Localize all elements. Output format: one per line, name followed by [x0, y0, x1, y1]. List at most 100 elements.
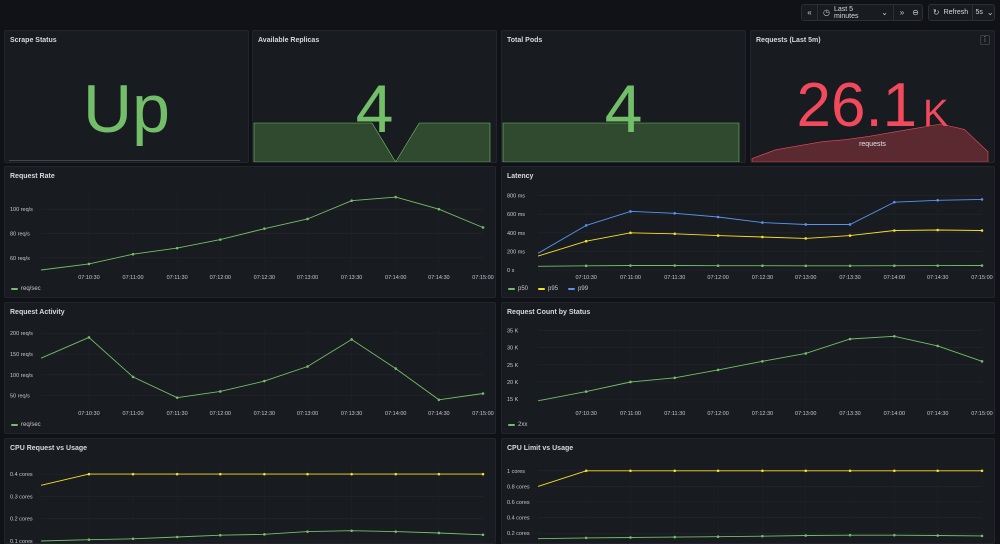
data-point — [481, 472, 485, 476]
data-point — [584, 536, 588, 540]
y-tick-label: 200 ms — [507, 249, 525, 255]
x-tick-label: 07:12:30 — [254, 411, 275, 417]
data-point — [131, 252, 135, 256]
data-point — [175, 396, 179, 399]
data-point — [936, 344, 939, 348]
panel-cpu-request-vs-usage[interactable]: CPU Request vs Usage 0.1 cores 0.2 cores 0.… — [4, 438, 496, 544]
refresh-button[interactable]: ↻ Refresh — [929, 5, 973, 20]
x-tick-label: 07:11:00 — [123, 275, 144, 281]
data-point — [980, 469, 984, 473]
data-point — [629, 264, 632, 267]
panel-title: Scrape Status — [10, 37, 57, 44]
panel-title: Request Activity — [10, 309, 65, 316]
data-point — [481, 226, 485, 229]
x-tick-label: 07:15:00 — [472, 411, 493, 417]
legend-item-p95[interactable]: p95 — [538, 286, 558, 292]
chevron-down-icon: ⌄ — [986, 7, 994, 17]
data-point — [87, 472, 91, 476]
zoom-out-icon: ⊖ — [912, 7, 919, 17]
data-point — [848, 533, 852, 537]
x-tick-label: 07:10:30 — [575, 411, 596, 417]
x-tick-label: 07:12:00 — [210, 275, 231, 281]
series-line-p99 — [537, 198, 983, 254]
data-point — [848, 223, 852, 226]
panel-title: Request Count by Status — [507, 309, 591, 316]
panel-scrape-status[interactable]: Scrape Status Up — [4, 30, 249, 163]
pods-sparkline — [502, 122, 740, 162]
y-tick-label: 800 ms — [507, 194, 525, 200]
refresh-interval-picker[interactable]: 5s ⌄ — [973, 5, 996, 20]
zoom-out-button[interactable]: ⊖ — [908, 4, 923, 21]
data-point — [761, 469, 764, 473]
legend-label: p95 — [548, 286, 559, 292]
y-tick-label: 0.4 cores — [10, 472, 33, 478]
panel-latency[interactable]: Latency 0 s 200 ms 400 ms 600 ms 800 ms 07:10:… — [501, 166, 995, 298]
data-point — [761, 264, 764, 268]
data-point — [629, 380, 632, 384]
x-tick-label: 07:11:30 — [167, 411, 188, 417]
data-point — [218, 533, 222, 537]
data-point — [673, 469, 677, 473]
y-tick-label: 400 ms — [507, 231, 525, 237]
data-point — [394, 367, 398, 370]
y-tick-label: 150 req/s — [10, 352, 33, 358]
data-point — [804, 534, 808, 537]
x-tick-label: 07:13:30 — [839, 275, 860, 281]
data-point — [437, 472, 441, 476]
legend-item-req/sec[interactable]: req/sec — [11, 286, 41, 292]
legend-item-p99[interactable]: p99 — [568, 286, 588, 292]
chart-plot: 0.2 cores 0.4 cores 0.6 cores 0.8 cores 1 co… — [507, 463, 984, 541]
y-tick-label: 0.1 cores — [10, 539, 33, 544]
panel-menu-button[interactable]: ⋮ — [980, 35, 990, 45]
data-point — [350, 529, 353, 533]
panel-requests-last-5m[interactable]: Requests (Last 5m) ⋮ 26.1 K requests — [750, 30, 995, 163]
data-point — [804, 237, 808, 240]
data-point — [980, 264, 984, 267]
data-point — [848, 234, 852, 237]
x-tick-label: 07:11:00 — [620, 411, 641, 417]
panel-title: Requests (Last 5m) — [756, 37, 821, 44]
available-replicas-value: 4 — [355, 71, 394, 147]
x-tick-label: 07:11:00 — [123, 411, 144, 417]
x-tick-label: 07:14:00 — [385, 411, 406, 417]
x-tick-label: 07:13:30 — [341, 275, 362, 281]
shift-forward-button[interactable]: » — [894, 5, 910, 20]
legend-item-p50[interactable]: p50 — [508, 286, 528, 292]
x-tick-label: 07:13:00 — [795, 411, 816, 417]
panel-cpu-limit-vs-usage[interactable]: CPU Limit vs Usage 0.2 cores 0.4 cores 0.6 … — [501, 438, 995, 544]
chevron-down-icon: ⌄ — [881, 7, 888, 17]
panel-request-count-by-status[interactable]: Request Count by Status 15 K 20 K 25 K 30 K 3… — [501, 302, 995, 434]
refresh-label: Refresh — [943, 9, 969, 16]
x-tick-label: 07:10:30 — [575, 275, 596, 281]
refresh-interval-value: 5s — [975, 9, 983, 16]
data-point — [306, 217, 309, 221]
data-point — [980, 198, 984, 201]
data-point — [716, 215, 720, 219]
data-point — [893, 229, 896, 232]
x-tick-label: 07:14:30 — [927, 411, 948, 417]
panel-request-activity[interactable]: Request Activity 50 req/s 100 req/s 150 req… — [4, 302, 496, 434]
y-tick-label: 0.8 cores — [507, 484, 530, 490]
shift-back-button[interactable]: « — [802, 5, 818, 20]
legend-item-2xx[interactable]: 2xx — [508, 422, 527, 428]
y-tick-label: 15 K — [507, 397, 519, 403]
requests-unit: K — [923, 93, 949, 135]
data-point — [716, 234, 720, 237]
data-point — [584, 224, 588, 227]
y-tick-label: 0 s — [507, 268, 515, 274]
clock-icon: ◷ — [823, 7, 830, 17]
top-toolbar: « ◷ Last 5 minutes ⌄ » ⊖ ↻ Refresh 5s ⌄ — [0, 0, 1000, 26]
panel-total-pods[interactable]: Total Pods 4 — [501, 30, 746, 163]
data-point — [673, 232, 677, 236]
data-point — [481, 533, 485, 537]
time-range-picker[interactable]: ◷ Last 5 minutes ⌄ — [818, 5, 894, 20]
data-point — [394, 530, 398, 533]
panel-request-rate[interactable]: Request Rate 60 req/s 80 req/s 100 req/s 07:… — [4, 166, 496, 298]
data-point — [893, 469, 896, 473]
x-tick-label: 07:15:00 — [971, 411, 992, 417]
data-point — [437, 207, 441, 211]
legend-item-req/sec[interactable]: req/sec — [11, 422, 41, 428]
panel-available-replicas[interactable]: Available Replicas 4 — [252, 30, 497, 163]
data-point — [893, 533, 896, 537]
x-tick-label: 07:11:30 — [167, 275, 188, 281]
